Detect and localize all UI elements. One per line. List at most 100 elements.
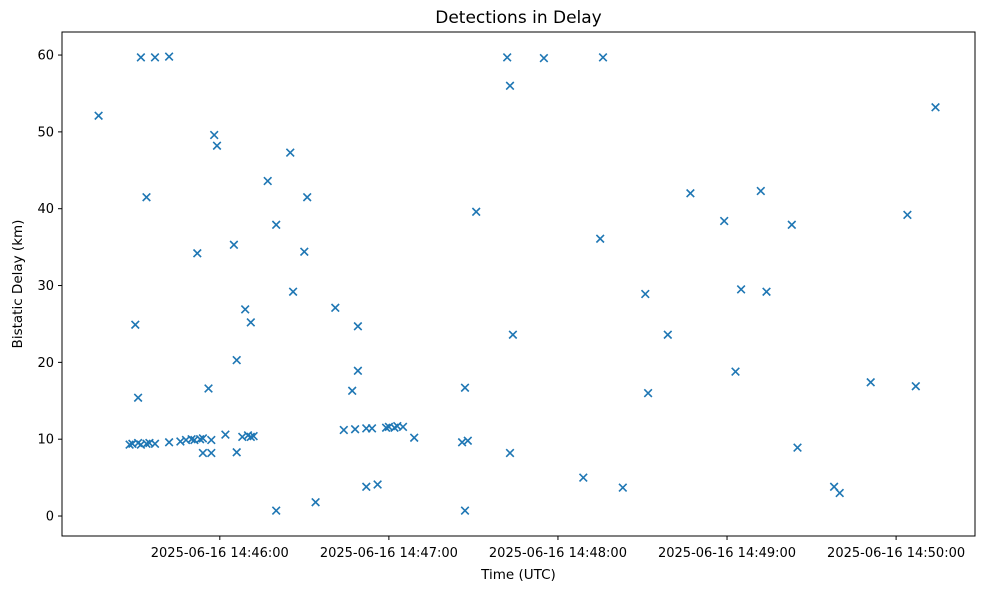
x-tick-label: 2025-06-16 14:50:00 bbox=[827, 546, 965, 561]
data-point-marker bbox=[164, 52, 174, 61]
data-point-marker bbox=[198, 448, 208, 458]
data-point-marker bbox=[460, 506, 470, 515]
data-point-marker bbox=[192, 248, 202, 258]
data-point-marker bbox=[330, 303, 340, 313]
data-point-marker bbox=[130, 320, 140, 330]
data-point-marker bbox=[133, 393, 143, 403]
chart-title: Detections in Delay bbox=[435, 8, 602, 28]
data-point-marker bbox=[643, 388, 653, 398]
data-point-marker bbox=[595, 234, 605, 244]
y-tick-label: 0 bbox=[46, 510, 54, 525]
data-point-marker bbox=[240, 305, 250, 314]
data-point-marker bbox=[756, 186, 766, 196]
data-point-marker bbox=[381, 423, 391, 433]
data-point-marker bbox=[339, 425, 349, 435]
y-tick-label: 30 bbox=[37, 279, 54, 294]
data-point-marker bbox=[195, 434, 205, 444]
data-point-marker bbox=[246, 432, 256, 442]
data-point-marker bbox=[640, 289, 650, 299]
data-point-marker bbox=[353, 321, 363, 331]
data-point-marker bbox=[367, 424, 377, 433]
data-point-marker bbox=[271, 506, 281, 515]
plot-frame bbox=[61, 31, 976, 537]
data-point-marker bbox=[457, 437, 467, 447]
data-point-marker bbox=[787, 220, 797, 230]
data-point-marker bbox=[164, 437, 174, 447]
data-point-marker bbox=[618, 483, 628, 492]
data-point-marker bbox=[598, 53, 608, 62]
y-tick-label: 40 bbox=[37, 202, 54, 217]
data-point-marker bbox=[249, 431, 258, 441]
x-axis-label: Time (UTC) bbox=[480, 567, 556, 583]
data-point-marker bbox=[361, 482, 371, 492]
x-tick-label: 2025-06-16 14:47:00 bbox=[320, 546, 458, 561]
data-point-marker bbox=[187, 434, 196, 444]
data-point-marker bbox=[285, 148, 295, 157]
data-point-marker bbox=[232, 447, 242, 457]
data-point-marker bbox=[866, 377, 876, 387]
data-point-marker bbox=[229, 240, 239, 250]
data-point-marker bbox=[539, 53, 549, 63]
data-point-marker bbox=[409, 433, 419, 443]
y-tick-label: 20 bbox=[37, 356, 54, 371]
data-point-marker bbox=[288, 287, 298, 297]
data-point-marker bbox=[198, 434, 208, 443]
data-point-marker bbox=[731, 367, 740, 376]
data-point-marker bbox=[209, 130, 219, 140]
data-point-marker bbox=[246, 318, 256, 327]
plot-generated-content: 2025-06-16 14:46:00 2025-06-16 14:47:00 20… bbox=[37, 31, 976, 561]
data-point-marker bbox=[125, 440, 134, 449]
data-point-marker bbox=[903, 210, 912, 220]
data-point-marker bbox=[736, 285, 746, 294]
data-point-marker bbox=[302, 192, 312, 202]
data-point-marker bbox=[212, 141, 222, 151]
data-point-marker bbox=[793, 443, 802, 452]
data-point-marker bbox=[931, 102, 940, 112]
y-tick-label: 60 bbox=[37, 49, 54, 64]
data-point-marker bbox=[505, 448, 515, 458]
data-point-marker bbox=[150, 53, 160, 62]
data-point-marker bbox=[353, 366, 363, 376]
data-point-marker bbox=[502, 53, 512, 62]
data-point-marker bbox=[578, 473, 588, 482]
x-tick-label: 2025-06-16 14:49:00 bbox=[658, 546, 796, 561]
data-point-marker bbox=[505, 81, 515, 91]
data-point-marker bbox=[221, 430, 230, 439]
scatter-series bbox=[94, 52, 940, 515]
y-tick-label: 10 bbox=[37, 433, 54, 448]
data-point-marker bbox=[460, 383, 470, 393]
data-point-marker bbox=[762, 287, 771, 297]
data-point-marker bbox=[350, 424, 360, 434]
data-point-marker bbox=[142, 192, 151, 202]
data-point-marker bbox=[398, 422, 408, 432]
data-point-marker bbox=[206, 448, 216, 458]
data-point-marker bbox=[206, 435, 216, 445]
data-point-marker bbox=[271, 220, 281, 230]
data-point-marker bbox=[463, 436, 473, 446]
data-point-marker bbox=[686, 188, 695, 198]
y-tick-label: 50 bbox=[37, 125, 54, 140]
data-point-marker bbox=[263, 176, 273, 186]
data-point-marker bbox=[232, 355, 242, 365]
data-point-marker bbox=[176, 437, 185, 446]
data-point-marker bbox=[719, 216, 729, 226]
data-point-marker bbox=[911, 381, 921, 391]
data-point-marker bbox=[347, 386, 357, 396]
data-point-marker bbox=[835, 488, 845, 498]
data-point-marker bbox=[94, 111, 103, 121]
data-point-marker bbox=[204, 384, 213, 393]
data-point-marker bbox=[508, 330, 518, 340]
x-tick-label: 2025-06-16 14:46:00 bbox=[151, 546, 289, 561]
y-axis-label: Bistatic Delay (km) bbox=[10, 220, 26, 349]
data-point-marker bbox=[471, 207, 481, 217]
data-point-marker bbox=[142, 439, 151, 449]
data-point-marker bbox=[373, 480, 382, 489]
data-point-marker bbox=[136, 53, 146, 62]
data-point-marker bbox=[299, 247, 309, 257]
data-point-marker bbox=[663, 330, 673, 340]
data-point-marker bbox=[150, 439, 160, 449]
data-point-marker bbox=[311, 497, 320, 507]
x-tick-label: 2025-06-16 14:48:00 bbox=[489, 546, 627, 561]
